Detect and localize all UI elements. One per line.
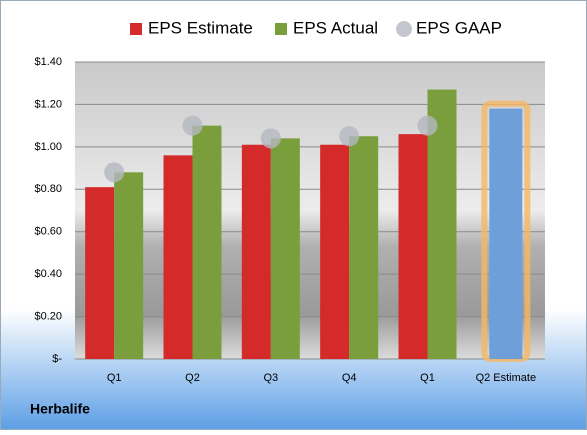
x-tick-label: Q2 Estimate <box>476 372 537 384</box>
bar <box>192 125 222 360</box>
legend-marker <box>396 21 412 37</box>
legend-label: EPS Estimate <box>148 18 253 37</box>
y-tick-label: $0.60 <box>34 226 62 238</box>
x-tick-label: Q4 <box>342 372 357 384</box>
x-tick-label: Q3 <box>263 372 278 384</box>
bar <box>270 138 300 359</box>
y-tick-label: $1.20 <box>34 98 62 110</box>
bar <box>398 134 428 359</box>
gaap-marker <box>104 162 125 183</box>
y-tick-label: $0.40 <box>34 268 62 280</box>
bar <box>349 136 379 359</box>
legend-marker <box>130 23 142 35</box>
bar <box>427 89 457 359</box>
y-tick-label: $1.00 <box>34 141 62 153</box>
gaap-marker <box>417 115 438 136</box>
bar <box>320 144 350 359</box>
y-tick-label: $0.80 <box>34 183 62 195</box>
y-tick-label: $- <box>52 353 62 365</box>
gaap-marker <box>260 128 281 149</box>
x-tick-label: Q1 <box>107 372 122 384</box>
bar <box>241 144 271 359</box>
y-tick-label: $1.40 <box>34 56 62 68</box>
bar <box>114 172 144 359</box>
legend-label: EPS GAAP <box>416 18 502 37</box>
legend-label: EPS Actual <box>293 18 378 37</box>
x-tick-label: Q1 <box>420 372 435 384</box>
gaap-marker <box>339 126 360 147</box>
x-tick-label: Q2 <box>185 372 200 384</box>
y-tick-label: $0.20 <box>34 310 62 322</box>
bar <box>163 155 193 359</box>
bar <box>489 108 523 360</box>
legend-marker <box>275 23 287 35</box>
plot-area <box>75 62 545 359</box>
footer: Herbalife <box>30 401 90 417</box>
gaap-marker <box>182 115 203 136</box>
bar <box>85 187 115 359</box>
